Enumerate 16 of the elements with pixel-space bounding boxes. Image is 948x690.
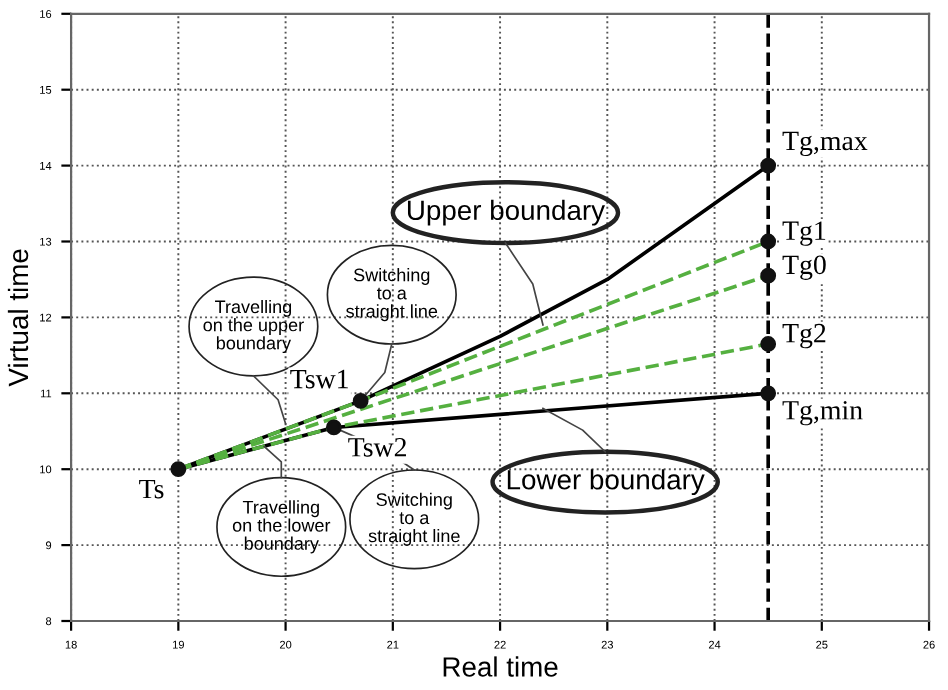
y-axis-title: Virtual time bbox=[7, 249, 29, 387]
annotation: Upper boundary bbox=[407, 199, 605, 226]
annotation: Switching to a straight line bbox=[346, 268, 438, 322]
annotation: Travelling on the lower boundary bbox=[232, 500, 331, 554]
annotation: Tg,max bbox=[782, 131, 868, 156]
annotation: Switching to a straight line bbox=[368, 492, 460, 546]
annotation: Tg0 bbox=[782, 255, 826, 280]
x-axis-title: Real time bbox=[443, 656, 558, 677]
annotation: Ts bbox=[139, 479, 164, 499]
annotation: Tg1 bbox=[782, 221, 826, 246]
annotation: Tg2 bbox=[782, 323, 826, 349]
annotation: Travelling on the upper boundary bbox=[203, 299, 304, 354]
annotation: Tsw1 bbox=[290, 369, 348, 389]
annotation: Tg,min bbox=[782, 400, 863, 426]
annotation: Tsw2 bbox=[348, 437, 406, 457]
annotation: Lower boundary bbox=[507, 469, 705, 496]
